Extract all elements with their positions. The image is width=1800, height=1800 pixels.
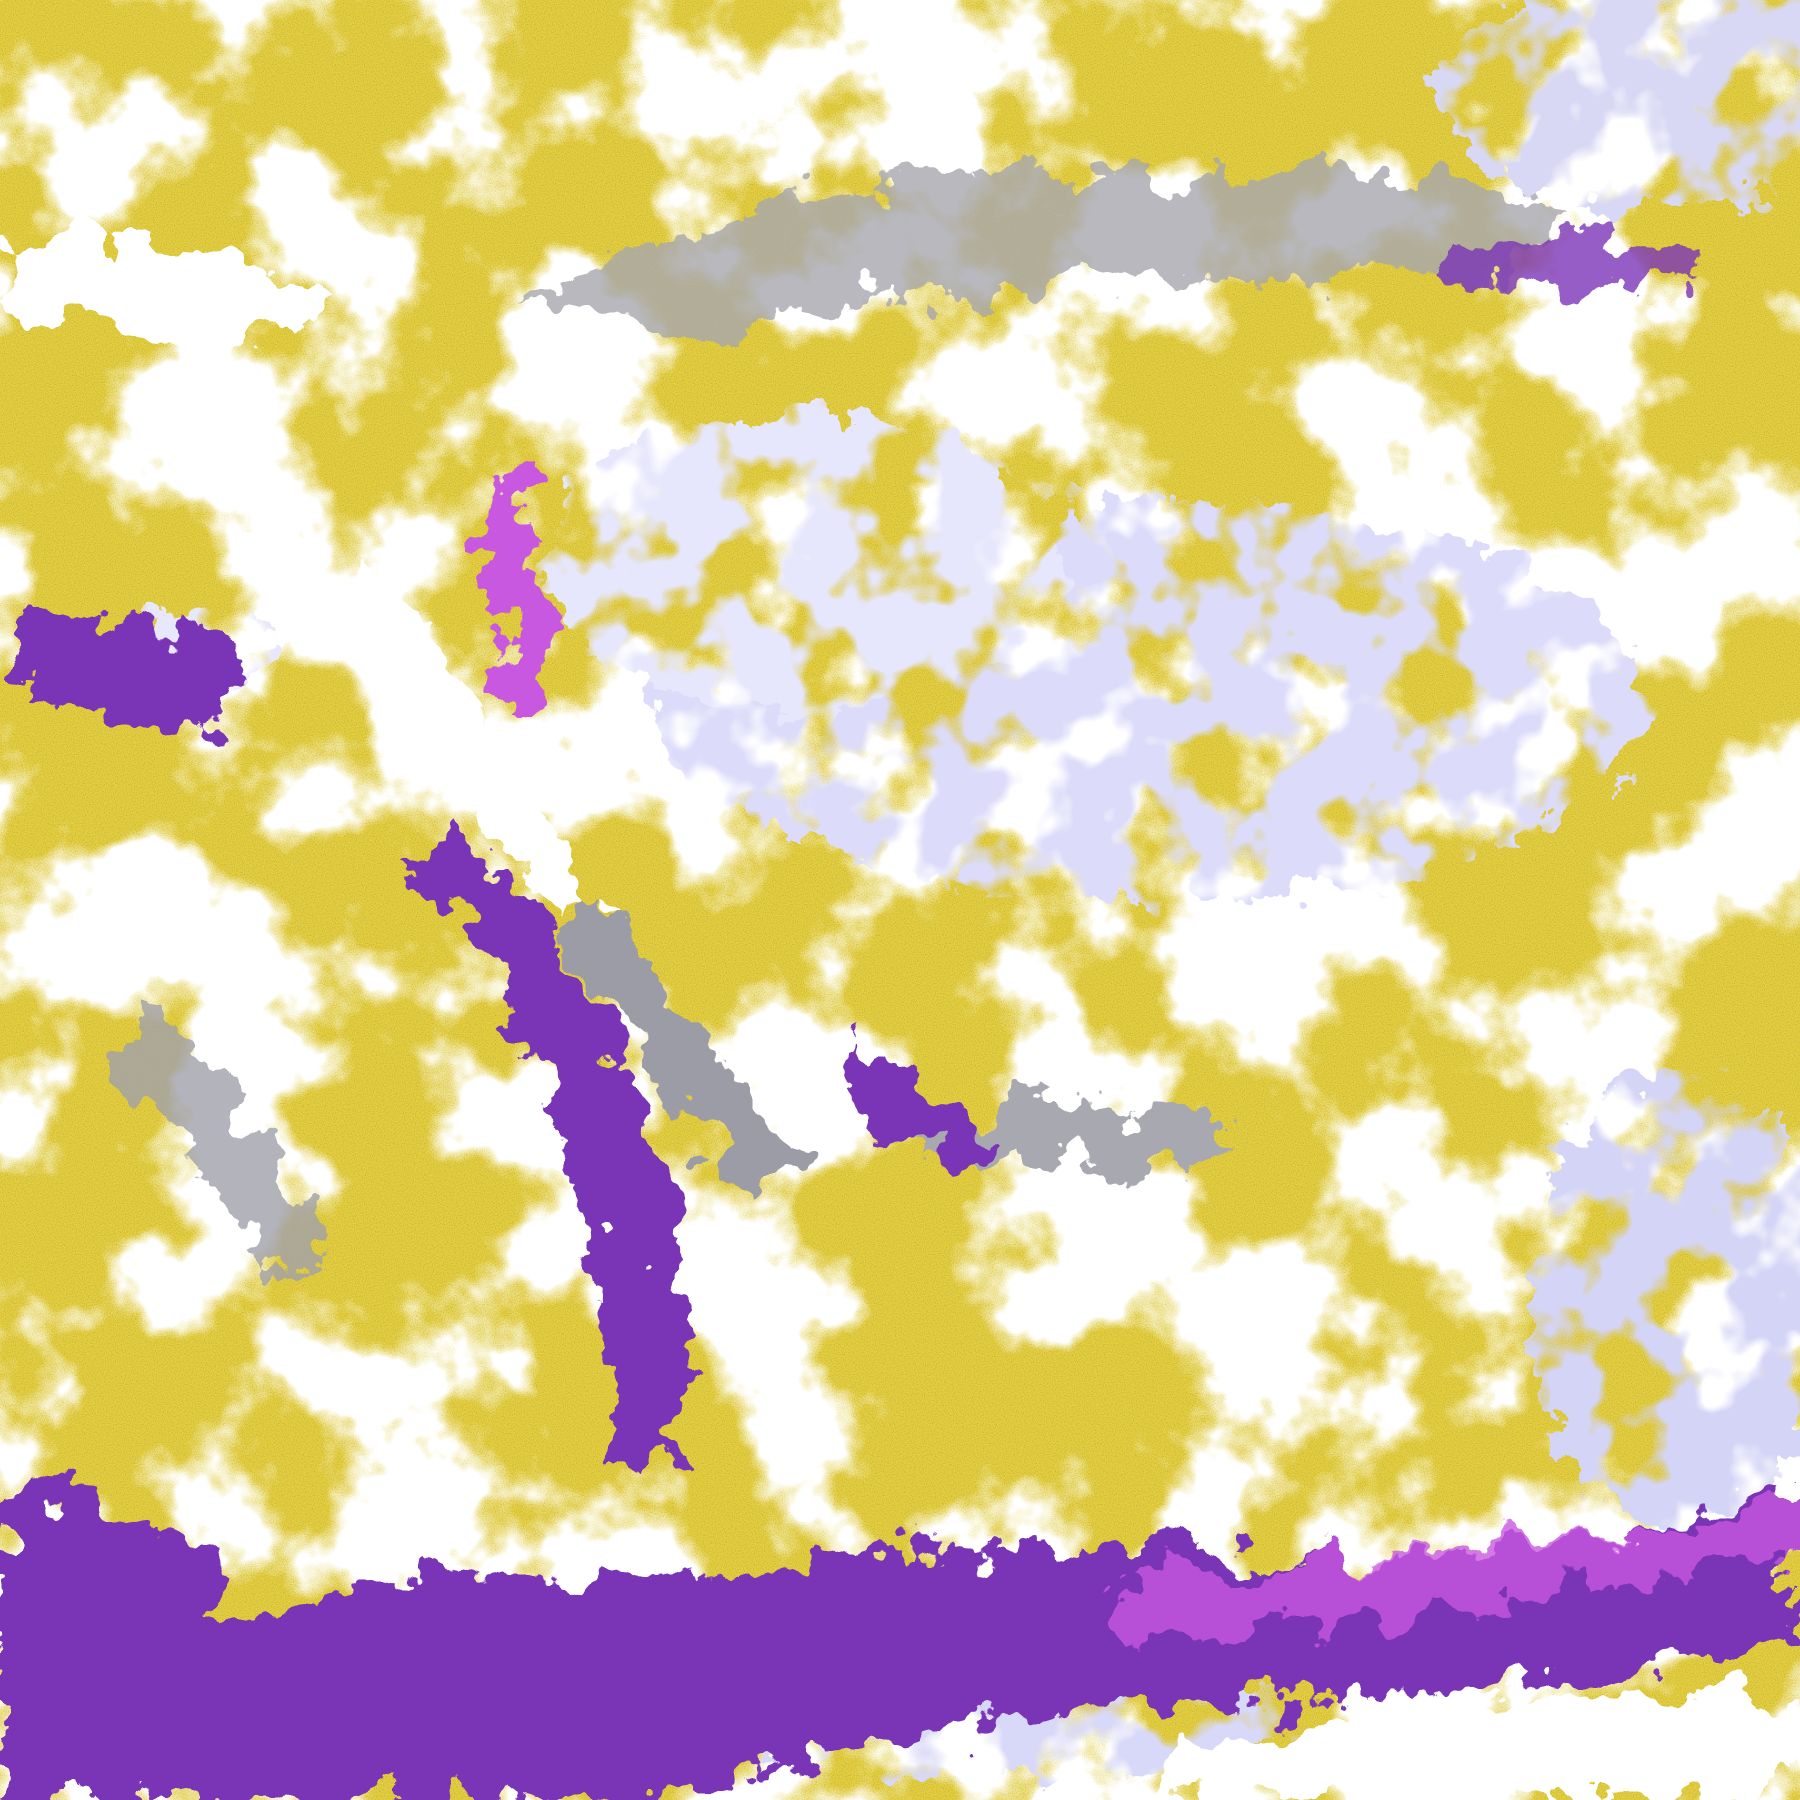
gray-cloud-layer	[120, 175, 1560, 1270]
purple-cloud-layer	[0, 236, 1800, 1800]
clear-sky-layer	[0, 238, 1800, 1800]
lavender-cloud-layer	[130, 0, 1800, 1780]
